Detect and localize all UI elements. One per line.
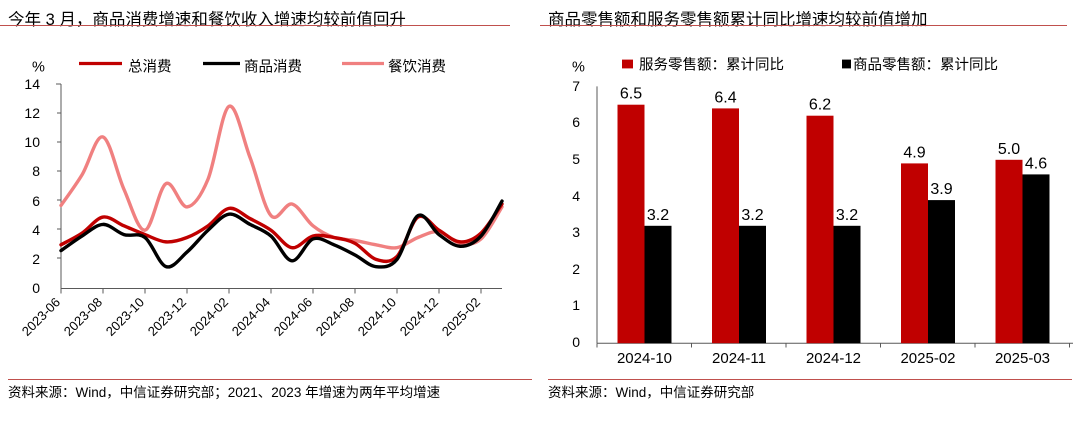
svg-text:%: % bbox=[572, 60, 585, 76]
svg-text:8: 8 bbox=[32, 163, 40, 179]
svg-text:12: 12 bbox=[24, 105, 40, 121]
svg-text:4.6: 4.6 bbox=[1025, 155, 1047, 172]
svg-text:2023-08: 2023-08 bbox=[61, 295, 105, 338]
svg-text:2023-12: 2023-12 bbox=[145, 295, 189, 338]
svg-text:2024-10: 2024-10 bbox=[355, 295, 399, 338]
svg-text:2025-02: 2025-02 bbox=[900, 350, 955, 367]
svg-text:3.2: 3.2 bbox=[836, 207, 858, 224]
svg-text:6.4: 6.4 bbox=[714, 89, 736, 106]
svg-text:2: 2 bbox=[32, 251, 40, 267]
svg-text:4: 4 bbox=[32, 222, 40, 238]
svg-text:2024-08: 2024-08 bbox=[313, 295, 357, 338]
svg-text:2024-02: 2024-02 bbox=[187, 295, 231, 338]
svg-text:商品消费: 商品消费 bbox=[244, 59, 302, 76]
svg-text:14: 14 bbox=[24, 76, 40, 92]
svg-text:10: 10 bbox=[24, 134, 40, 150]
svg-text:总消费: 总消费 bbox=[128, 59, 172, 76]
svg-text:3.2: 3.2 bbox=[741, 207, 763, 224]
svg-text:7: 7 bbox=[572, 78, 580, 94]
svg-text:2024-06: 2024-06 bbox=[271, 295, 315, 338]
svg-text:2024-12: 2024-12 bbox=[806, 350, 861, 367]
svg-text:3.9: 3.9 bbox=[930, 181, 952, 198]
svg-text:1: 1 bbox=[572, 297, 580, 313]
svg-text:2025-02: 2025-02 bbox=[439, 295, 483, 338]
svg-text:6.5: 6.5 bbox=[620, 86, 642, 103]
svg-text:%: % bbox=[32, 60, 45, 76]
svg-text:4: 4 bbox=[572, 188, 580, 204]
svg-text:4.9: 4.9 bbox=[903, 144, 925, 161]
svg-text:2023-06: 2023-06 bbox=[19, 295, 63, 338]
svg-text:餐饮消费: 餐饮消费 bbox=[388, 59, 446, 76]
svg-text:2024-11: 2024-11 bbox=[712, 350, 766, 367]
svg-text:2: 2 bbox=[572, 261, 580, 277]
svg-text:2024-04: 2024-04 bbox=[229, 295, 273, 338]
svg-text:2025-03: 2025-03 bbox=[995, 350, 1050, 367]
svg-text:2024-12: 2024-12 bbox=[397, 295, 441, 338]
svg-text:2024-10: 2024-10 bbox=[617, 350, 672, 367]
svg-text:5: 5 bbox=[572, 151, 580, 167]
svg-text:5.0: 5.0 bbox=[998, 141, 1020, 158]
svg-text:3.2: 3.2 bbox=[647, 207, 669, 224]
svg-text:6: 6 bbox=[572, 114, 580, 130]
svg-text:6.2: 6.2 bbox=[809, 97, 831, 114]
svg-text:3: 3 bbox=[572, 224, 580, 240]
svg-text:2023-10: 2023-10 bbox=[103, 295, 147, 338]
svg-text:商品零售额：累计同比: 商品零售额：累计同比 bbox=[853, 56, 998, 73]
svg-text:服务零售额：累计同比: 服务零售额：累计同比 bbox=[639, 56, 784, 73]
svg-text:6: 6 bbox=[32, 193, 40, 209]
